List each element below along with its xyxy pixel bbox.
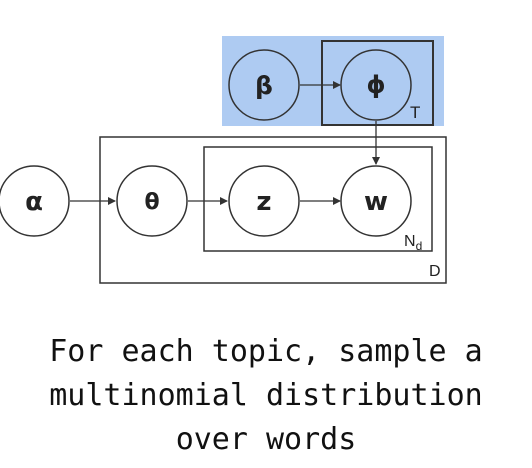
node-phi-label: ϕ	[366, 71, 385, 99]
node-z	[228, 165, 300, 237]
node-phi	[340, 49, 412, 121]
caption: For each topic, sample a multinomial dis…	[0, 330, 532, 462]
plate-words-label: Nd	[404, 233, 422, 253]
plate-documents-label: D	[429, 263, 441, 280]
node-beta	[228, 49, 300, 121]
node-alpha	[0, 165, 70, 237]
plate-words	[203, 146, 433, 252]
plate-topics	[321, 40, 434, 126]
caption-line-3: over words	[175, 422, 357, 457]
node-beta-label: β	[255, 71, 273, 100]
caption-line-2: multinomial distribution	[49, 378, 483, 413]
node-w	[340, 165, 412, 237]
node-z-label: z	[256, 187, 271, 217]
caption-line-1: For each topic, sample a	[49, 334, 483, 369]
node-w-label: w	[364, 187, 388, 217]
plate-documents	[99, 136, 447, 284]
plate-topics-label: T	[410, 103, 420, 122]
node-theta	[116, 165, 188, 237]
node-theta-label: θ	[144, 190, 159, 215]
node-alpha-label: α	[25, 187, 43, 217]
